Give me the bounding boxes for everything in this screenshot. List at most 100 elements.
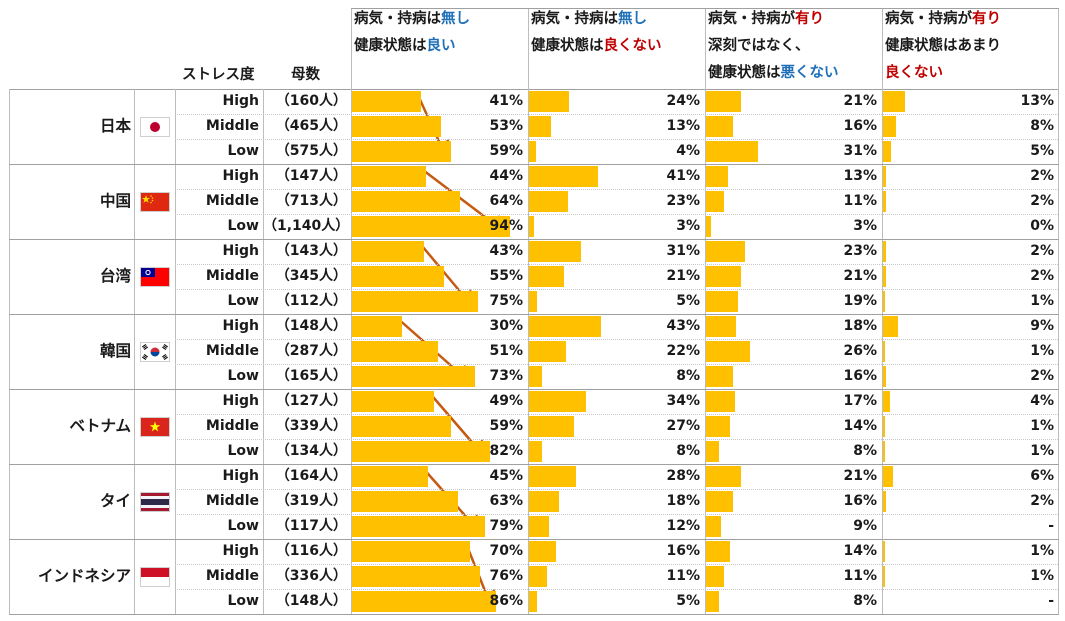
data-label: 30%	[489, 318, 523, 334]
stress-level-label: Low	[227, 518, 259, 534]
data-label: 11%	[843, 568, 877, 584]
column-header-line-3: 良くない	[885, 60, 1055, 87]
data-bar	[529, 266, 564, 287]
sample-size-header: 母数	[291, 67, 320, 83]
thailand-flag-graphic	[141, 493, 169, 511]
data-label: 11%	[666, 568, 700, 584]
country-name: ベトナム	[69, 417, 131, 435]
data-label: 79%	[489, 518, 523, 534]
header-text: 深刻ではなく、	[708, 38, 810, 54]
data-label: 0%	[1030, 218, 1054, 234]
row-separator	[175, 439, 1058, 440]
data-bar	[352, 241, 424, 262]
data-label: 1%	[1030, 293, 1054, 309]
column-header-line-2: 深刻ではなく、	[708, 33, 878, 60]
data-label: 18%	[843, 318, 877, 334]
data-bar	[706, 391, 735, 412]
grid-vertical-line	[263, 89, 264, 614]
data-label: 82%	[489, 443, 523, 459]
data-label: 19%	[843, 293, 877, 309]
data-bar	[883, 191, 886, 212]
data-bar	[706, 541, 730, 562]
header-emphasis: 良い	[426, 38, 456, 54]
data-label: 59%	[489, 418, 523, 434]
row-separator	[175, 339, 1058, 340]
row-separator	[175, 589, 1058, 590]
data-label: 17%	[843, 393, 877, 409]
data-label: 8%	[676, 368, 700, 384]
grid-vertical-line	[175, 89, 176, 614]
column-divider	[351, 9, 352, 89]
column-divider	[528, 9, 529, 89]
header-text: 病気・持病は	[354, 11, 441, 27]
data-bar	[706, 141, 758, 162]
data-label: 16%	[843, 368, 877, 384]
header-text: 健康状態は	[531, 38, 604, 54]
country-name: インドネシア	[37, 567, 131, 585]
sample-size-label: （575人）	[275, 143, 347, 159]
data-label: 73%	[489, 368, 523, 384]
data-bar	[529, 241, 581, 262]
row-separator	[175, 139, 1058, 140]
data-label: 45%	[489, 468, 523, 484]
taiwan-flag-graphic	[141, 268, 169, 286]
data-bar	[883, 91, 905, 112]
country-group-border	[9, 539, 1059, 540]
data-label: 21%	[843, 93, 877, 109]
header-emphasis: 悪くない	[780, 65, 839, 81]
data-label: 2%	[1030, 193, 1054, 209]
sample-size-label: （339人）	[275, 418, 347, 434]
header-emphasis: 無し	[618, 11, 647, 27]
row-separator	[175, 364, 1058, 365]
data-bar	[883, 391, 890, 412]
data-bar	[883, 491, 886, 512]
data-bar	[706, 441, 719, 462]
data-bar	[883, 266, 886, 287]
data-bar	[706, 591, 719, 612]
row-separator	[175, 514, 1058, 515]
header-emphasis: 有り	[795, 11, 824, 27]
header-emphasis: 良くない	[885, 65, 943, 81]
data-bar	[529, 166, 598, 187]
header-top-border	[351, 8, 1059, 9]
sample-size-label: （148人）	[275, 318, 347, 334]
data-bar	[352, 91, 421, 112]
data-label: 49%	[489, 393, 523, 409]
country-name: 韓国	[99, 342, 131, 360]
header-emphasis: 良くない	[603, 38, 662, 54]
data-bar	[883, 141, 891, 162]
sample-size-label: （465人）	[275, 118, 347, 134]
data-bar	[883, 441, 885, 462]
data-bar	[352, 516, 485, 537]
stress-level-label: Middle	[205, 193, 259, 209]
data-bar	[706, 341, 750, 362]
data-bar	[706, 316, 736, 337]
row-separator	[175, 189, 1058, 190]
stress-level-label: Low	[227, 293, 259, 309]
sample-size-label: （143人）	[275, 243, 347, 259]
data-label: 9%	[1030, 318, 1054, 334]
grid-vertical-line	[1058, 89, 1059, 614]
data-bar	[706, 266, 741, 287]
data-bar	[529, 541, 556, 562]
data-label: 13%	[843, 168, 877, 184]
grid-vertical-line	[9, 89, 10, 614]
data-label: 55%	[489, 268, 523, 284]
data-bar	[352, 216, 510, 237]
data-label: 8%	[1030, 118, 1054, 134]
row-separator	[175, 214, 1058, 215]
stress-level-label: High	[222, 168, 259, 184]
stress-level-label: High	[222, 468, 259, 484]
header-text: 健康状態はあまり	[885, 38, 1001, 54]
data-label: 18%	[666, 493, 700, 509]
data-bar	[352, 291, 478, 312]
data-bar	[706, 166, 728, 187]
data-label: 1%	[1030, 543, 1054, 559]
stress-level-header: ストレス度	[182, 67, 255, 83]
data-bar	[352, 166, 426, 187]
stress-level-label: Low	[227, 368, 259, 384]
column-header-line-2: 健康状態は良くない	[531, 33, 701, 60]
data-label: 5%	[1030, 143, 1054, 159]
data-bar	[529, 591, 537, 612]
china-flag-graphic	[141, 193, 169, 211]
